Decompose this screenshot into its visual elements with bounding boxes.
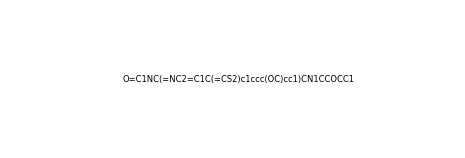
Text: O=C1NC(=NC2=C1C(=CS2)c1ccc(OC)cc1)CN1CCOCC1: O=C1NC(=NC2=C1C(=CS2)c1ccc(OC)cc1)CN1CCO… (122, 75, 354, 84)
